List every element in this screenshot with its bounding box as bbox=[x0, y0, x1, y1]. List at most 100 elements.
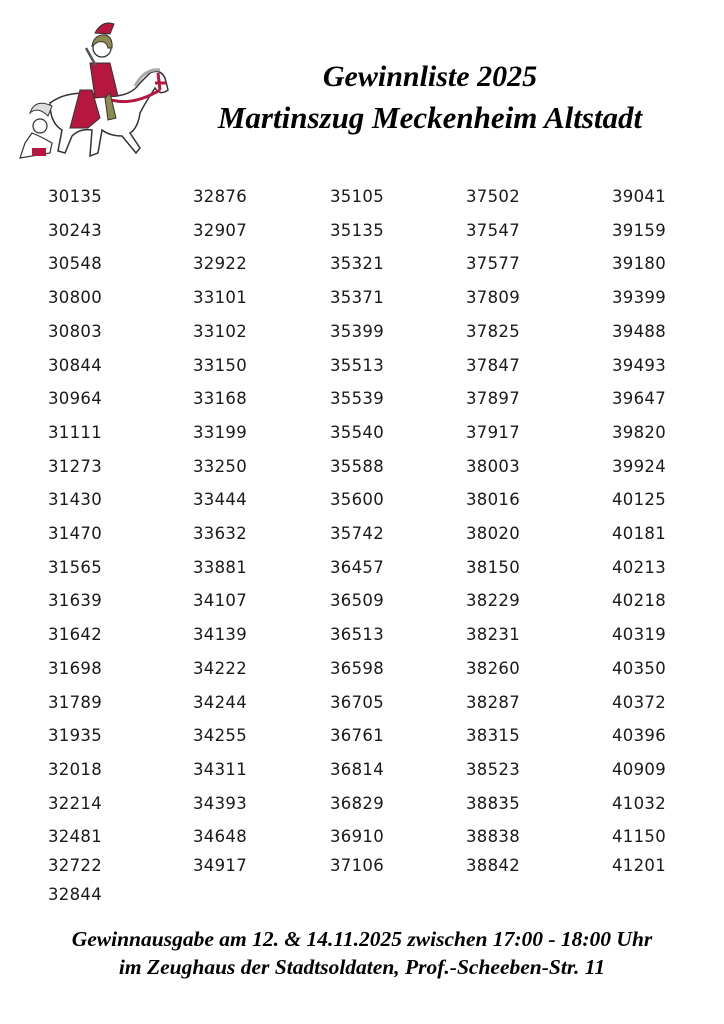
winning-number: 30548 bbox=[48, 254, 102, 274]
winning-number: 39924 bbox=[612, 456, 666, 476]
winning-number: 40319 bbox=[612, 625, 666, 645]
winning-number: 35600 bbox=[330, 490, 384, 510]
winning-number: 35539 bbox=[330, 389, 384, 409]
winning-number: 31565 bbox=[48, 557, 102, 577]
winning-number: 31698 bbox=[48, 658, 102, 678]
winning-number: 38229 bbox=[466, 591, 520, 611]
winning-number: 41150 bbox=[612, 827, 666, 847]
winning-number: 35399 bbox=[330, 321, 384, 341]
winning-number: 39493 bbox=[612, 355, 666, 375]
winning-number: 36509 bbox=[330, 591, 384, 611]
winning-number: 37847 bbox=[466, 355, 520, 375]
winning-number: 40218 bbox=[612, 591, 666, 611]
winning-number: 36457 bbox=[330, 557, 384, 577]
winning-number: 39159 bbox=[612, 220, 666, 240]
winning-number: 37502 bbox=[466, 187, 520, 206]
winning-number: 30800 bbox=[48, 288, 102, 308]
winning-number: 33881 bbox=[193, 557, 247, 577]
winning-number: 40372 bbox=[612, 692, 666, 712]
winning-number: 33199 bbox=[193, 422, 247, 442]
winning-number: 34648 bbox=[193, 827, 247, 847]
winning-number: 36814 bbox=[330, 759, 384, 779]
winning-number: 38020 bbox=[466, 524, 520, 543]
winning-number: 32481 bbox=[48, 827, 102, 847]
winning-number: 36705 bbox=[330, 692, 384, 712]
winning-number: 31642 bbox=[48, 625, 102, 645]
winning-number: 36761 bbox=[330, 726, 384, 746]
winning-number: 32876 bbox=[193, 187, 247, 206]
winning-number: 38835 bbox=[466, 793, 520, 813]
winning-number: 30243 bbox=[48, 220, 102, 240]
winning-number: 36598 bbox=[330, 658, 384, 678]
winning-number: 38016 bbox=[466, 490, 520, 510]
winning-number: 34255 bbox=[193, 726, 247, 746]
winning-number: 36513 bbox=[330, 625, 384, 645]
winning-number: 33250 bbox=[193, 456, 247, 476]
winning-number: 36829 bbox=[330, 793, 384, 813]
winning-number: 39488 bbox=[612, 321, 666, 341]
winning-number: 39399 bbox=[612, 288, 666, 308]
winning-number: 35742 bbox=[330, 524, 384, 543]
winning-number: 32922 bbox=[193, 254, 247, 274]
winning-number: 40396 bbox=[612, 726, 666, 746]
winning-number: 33150 bbox=[193, 355, 247, 375]
winning-number: 38287 bbox=[466, 692, 520, 712]
winning-number: 39180 bbox=[612, 254, 666, 274]
winning-number: 34107 bbox=[193, 591, 247, 611]
winning-number: 33168 bbox=[193, 389, 247, 409]
winning-number: 40350 bbox=[612, 658, 666, 678]
prize-pickup-dates: Gewinnausgabe am 12. & 14.11.2025 zwisch… bbox=[71, 927, 653, 951]
winning-number: 38523 bbox=[466, 759, 520, 779]
winning-number: 38150 bbox=[466, 557, 520, 577]
winning-number: 40213 bbox=[612, 557, 666, 577]
winning-number: 34917 bbox=[193, 856, 247, 876]
winning-number: 39041 bbox=[612, 187, 666, 206]
winning-number: 37809 bbox=[466, 288, 520, 308]
winning-number: 30844 bbox=[48, 355, 102, 375]
winning-number: 32722 bbox=[48, 856, 102, 876]
winning-number: 37917 bbox=[466, 422, 520, 442]
winning-number: 41201 bbox=[612, 856, 666, 876]
winning-number: 41032 bbox=[612, 793, 666, 813]
winning-number: 39820 bbox=[612, 422, 666, 442]
page-title: Gewinnliste 2025 bbox=[322, 60, 538, 93]
winning-number: 31111 bbox=[48, 422, 102, 442]
prize-pickup-location: im Zeughaus der Stadtsoldaten, Prof.-Sch… bbox=[118, 955, 606, 979]
winning-number: 34311 bbox=[193, 759, 247, 779]
winning-number: 34139 bbox=[193, 625, 247, 645]
winning-number: 33444 bbox=[193, 490, 247, 510]
winning-number: 35321 bbox=[330, 254, 384, 274]
winning-number: 30135 bbox=[48, 187, 102, 206]
winning-number: 32018 bbox=[48, 759, 102, 779]
winning-number: 40125 bbox=[612, 490, 666, 510]
winning-number: 35540 bbox=[330, 422, 384, 442]
winning-number: 32214 bbox=[48, 793, 102, 813]
winning-number: 35371 bbox=[330, 288, 384, 308]
winning-number: 37106 bbox=[330, 856, 384, 876]
winning-number: 31639 bbox=[48, 591, 102, 611]
winning-number: 34393 bbox=[193, 793, 247, 813]
winning-number: 34222 bbox=[193, 658, 247, 678]
winning-number: 38838 bbox=[466, 827, 520, 847]
winning-number: 33101 bbox=[193, 288, 247, 308]
winning-number: 31273 bbox=[48, 456, 102, 476]
winning-number: 30964 bbox=[48, 389, 102, 409]
winning-number: 35105 bbox=[330, 187, 384, 206]
winning-number: 37897 bbox=[466, 389, 520, 409]
winning-number: 32907 bbox=[193, 220, 247, 240]
winning-number: 32844 bbox=[48, 885, 102, 905]
winning-number: 31789 bbox=[48, 692, 102, 712]
winning-number: 37825 bbox=[466, 321, 520, 341]
winning-number: 35513 bbox=[330, 355, 384, 375]
winning-number: 35135 bbox=[330, 220, 384, 240]
winning-number: 31430 bbox=[48, 490, 102, 510]
winning-number: 37577 bbox=[466, 254, 520, 274]
winning-number: 40909 bbox=[612, 759, 666, 779]
page-subtitle: Martinszug Meckenheim Altstadt bbox=[217, 100, 643, 135]
winning-number: 31470 bbox=[48, 524, 102, 543]
winning-number: 37547 bbox=[466, 220, 520, 240]
winning-number: 40181 bbox=[612, 524, 666, 543]
winning-number: 31935 bbox=[48, 726, 102, 746]
winning-number: 33632 bbox=[193, 524, 247, 543]
winning-number: 38260 bbox=[466, 658, 520, 678]
